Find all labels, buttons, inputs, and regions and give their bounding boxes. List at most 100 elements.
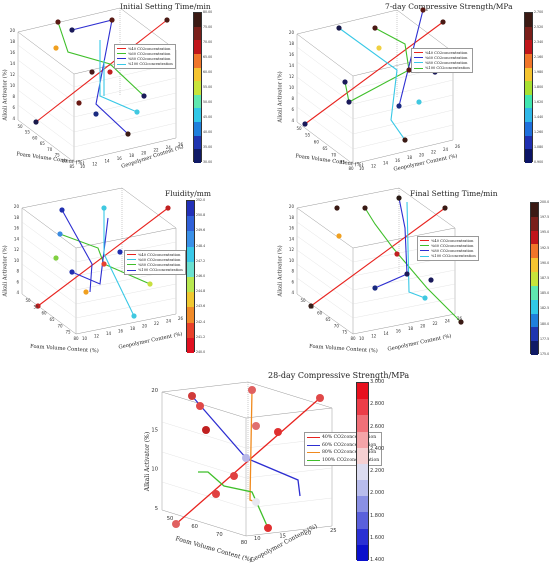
colorbar-tick-label: 180.0 <box>540 321 550 326</box>
legend-label: %40 CO2concentration <box>425 50 468 55</box>
colorbar-segment <box>187 216 194 232</box>
colorbar-segment <box>194 26 201 41</box>
legend-swatch <box>307 452 320 454</box>
colorbar-tick-label: 75.00 <box>203 25 213 29</box>
colorbar-tick-label: 240.0 <box>196 350 206 354</box>
tick-label: 16 <box>289 52 295 57</box>
tick-label: 22 <box>154 321 160 326</box>
colorbar <box>530 202 539 355</box>
tick-label: 55 <box>33 304 39 309</box>
colorbar-tick-label: 2.160 <box>534 55 544 59</box>
chart-title: Initial Setting Time/min <box>120 2 211 11</box>
tick-label: 12 <box>10 72 16 77</box>
tick-label: 65 <box>325 317 331 322</box>
colorbar-segment <box>531 285 538 300</box>
chart-panel-final-setting-time: Final Setting Time/min <box>275 187 550 368</box>
legend-label: %60 CO2concentration <box>431 243 474 248</box>
tick-label: 20 <box>10 28 16 33</box>
tick-label: 6 <box>291 279 294 284</box>
tick-label: 80 <box>350 336 356 341</box>
tick-label: 70 <box>331 153 337 158</box>
colorbar-tick-label: 2.700 <box>534 10 544 14</box>
chart-title: Final Setting Time/min <box>410 189 498 198</box>
colorbar-tick-label: 45.00 <box>203 115 213 119</box>
colorbar-segment <box>187 337 194 353</box>
colorbar-tick-label: 248.4 <box>196 243 206 248</box>
colorbar-segment <box>525 94 532 109</box>
colorbar-segment <box>525 26 532 41</box>
colorbar-tick-label: 182.5 <box>540 306 550 311</box>
tick-label: 16 <box>289 226 295 231</box>
colorbar-segment <box>194 67 201 82</box>
colorbar-tick-label: 244.8 <box>196 289 206 294</box>
colorbar-segment <box>187 322 194 338</box>
colorbar-segment <box>531 299 538 314</box>
chart-title: Fluidity/mm <box>165 189 212 198</box>
chart-title: 7-day Compressive Strength/MPa <box>385 2 513 11</box>
colorbar-tick-label: 190.0 <box>540 260 550 265</box>
tick-label: 15 <box>151 427 158 433</box>
legend-label: 40% CO2concentration <box>322 435 377 441</box>
tick-label: 20 <box>305 531 312 537</box>
tick-label: 70 <box>47 147 53 152</box>
colorbar-segment <box>531 203 538 217</box>
colorbar-segment <box>194 149 201 163</box>
tick-label: 12 <box>289 74 295 79</box>
tick-label: 12 <box>14 247 20 252</box>
colorbar-tick-label: 200.0 <box>540 200 550 204</box>
tick-label: 25 <box>330 528 337 534</box>
colorbar-tick-label: 1.800 <box>370 512 385 519</box>
legend-label: %60 CO2concentration <box>138 257 181 262</box>
z-axis-label: Alkali Activator (%) <box>2 69 9 121</box>
colorbar-segment <box>531 244 538 259</box>
legend-swatch <box>420 245 429 247</box>
tick-label: 16 <box>118 329 124 334</box>
colorbar-segment <box>531 230 538 245</box>
tick-label: 10 <box>289 258 295 263</box>
tick-label: 14 <box>105 159 111 164</box>
tick-label: 8 <box>12 94 15 99</box>
colorbar-tick-label: 1.600 <box>370 534 385 541</box>
colorbar-segment <box>187 231 194 247</box>
tick-label: 75 <box>342 330 348 335</box>
colorbar-segment <box>187 276 194 293</box>
colorbar-tick-label: 55.00 <box>203 85 213 89</box>
legend-swatch <box>414 67 423 69</box>
tick-label: 85 <box>69 164 75 169</box>
colorbar-tick-label: 250.8 <box>196 213 206 218</box>
tick-label: 6 <box>291 107 294 112</box>
colorbar-tick-label: 1.080 <box>534 145 544 149</box>
tick-label: 8 <box>291 269 294 274</box>
colorbar-tick-label: 243.6 <box>196 304 206 309</box>
colorbar-tick-label: 195.0 <box>540 230 550 235</box>
tick-label: 10 <box>254 536 261 542</box>
z-axis-label: Alkali Activator (%) <box>277 71 284 123</box>
tick-label: 26 <box>455 144 461 149</box>
colorbar-tick-label: 185.0 <box>540 291 550 296</box>
legend-label: %100 CO2concentration <box>425 66 470 71</box>
data-points <box>33 17 170 137</box>
z-axis-label: Alkali Activator (%) <box>2 245 9 297</box>
legend-label: %80 CO2concentration <box>138 262 181 267</box>
colorbar-tick-label: 241.2 <box>196 334 206 339</box>
tick-label: 10 <box>10 83 16 88</box>
colorbar-segment <box>531 216 538 231</box>
legend-swatch <box>307 444 320 446</box>
colorbar-tick-label: 187.5 <box>540 276 550 280</box>
legend-label: %80 CO2concentration <box>431 248 474 253</box>
tick-label: 4 <box>291 290 294 295</box>
legend-swatch <box>127 264 136 266</box>
legend-label: %100 CO2concentration <box>128 62 173 67</box>
tick-label: 10 <box>289 85 295 90</box>
colorbar-segment <box>194 40 201 54</box>
colorbar-tick-label: 249.6 <box>196 228 206 233</box>
colorbar-tick-label: 1.260 <box>534 130 544 134</box>
colorbar-segment <box>187 307 194 323</box>
legend-swatch <box>307 437 320 439</box>
colorbar-segment <box>525 122 532 136</box>
tick-label: 4 <box>12 116 15 121</box>
colorbar-tick-label: 2.000 <box>370 490 385 497</box>
tick-label: 18 <box>14 215 20 220</box>
tick-label: 24 <box>445 319 451 324</box>
